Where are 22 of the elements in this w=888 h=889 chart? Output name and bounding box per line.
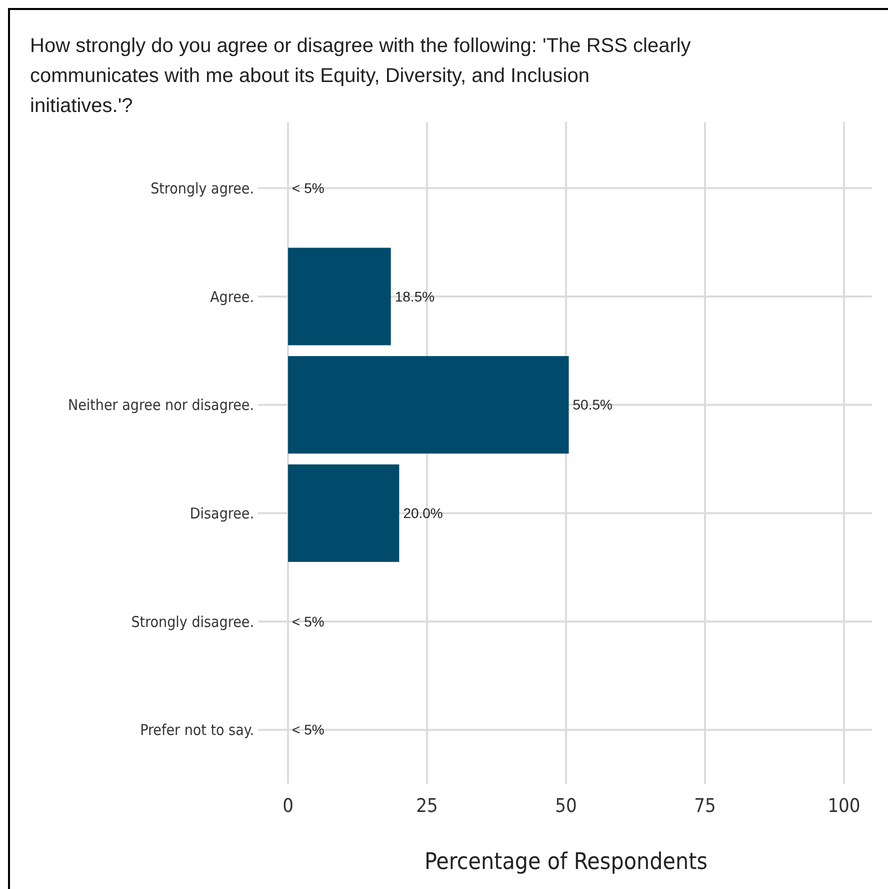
text: < 5% xyxy=(292,180,324,196)
y-tick-label: Disagree. xyxy=(190,504,254,522)
y-tick-label: Prefer not to say. xyxy=(140,721,254,740)
text: < 5% xyxy=(292,613,324,630)
data-label: 50.5% xyxy=(572,396,612,413)
y-tick-label: Agree. xyxy=(210,288,254,306)
x-tick-label: 100 xyxy=(828,795,860,817)
y-tick-label: Neither agree nor disagree. xyxy=(68,396,254,414)
y-tick-label: Strongly agree. xyxy=(150,179,254,198)
x-tick-label: 75 xyxy=(694,795,716,817)
bar xyxy=(288,248,391,346)
x-tick-label: 0 xyxy=(282,795,294,817)
x-tick-label: 25 xyxy=(416,795,438,817)
y-tick-label: Strongly disagree. xyxy=(131,612,254,631)
bar xyxy=(288,464,400,562)
x-axis-title: Percentage of Respondents xyxy=(424,849,708,875)
x-tick-label: 50 xyxy=(555,795,577,817)
data-label: 20.0% xyxy=(403,505,443,522)
data-label: 18.5% xyxy=(394,288,435,304)
text: < 5% xyxy=(292,722,324,738)
bar xyxy=(288,356,569,454)
chart-title: How strongly do you agree or disagree with the following: 'The RSS clearly communicates with me about its Equity, Diversity, and Inclusion initiatives.'? xyxy=(30,35,691,117)
